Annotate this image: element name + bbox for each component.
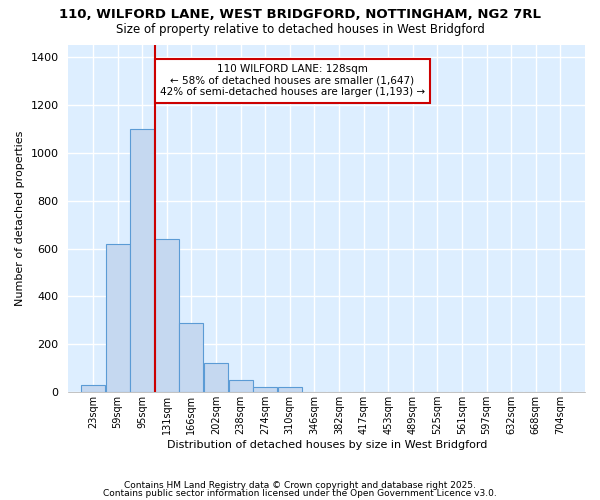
Bar <box>278 388 302 392</box>
Bar <box>81 385 105 392</box>
Bar <box>130 129 154 392</box>
X-axis label: Distribution of detached houses by size in West Bridgford: Distribution of detached houses by size … <box>167 440 487 450</box>
Bar <box>155 239 179 392</box>
Text: Size of property relative to detached houses in West Bridgford: Size of property relative to detached ho… <box>116 22 484 36</box>
Text: Contains public sector information licensed under the Open Government Licence v3: Contains public sector information licen… <box>103 488 497 498</box>
Bar <box>179 322 203 392</box>
Bar <box>253 388 277 392</box>
Text: 110 WILFORD LANE: 128sqm
← 58% of detached houses are smaller (1,647)
42% of sem: 110 WILFORD LANE: 128sqm ← 58% of detach… <box>160 64 425 98</box>
Text: Contains HM Land Registry data © Crown copyright and database right 2025.: Contains HM Land Registry data © Crown c… <box>124 481 476 490</box>
Bar <box>106 244 130 392</box>
Y-axis label: Number of detached properties: Number of detached properties <box>15 131 25 306</box>
Bar <box>204 364 228 392</box>
Text: 110, WILFORD LANE, WEST BRIDGFORD, NOTTINGHAM, NG2 7RL: 110, WILFORD LANE, WEST BRIDGFORD, NOTTI… <box>59 8 541 20</box>
Bar <box>229 380 253 392</box>
